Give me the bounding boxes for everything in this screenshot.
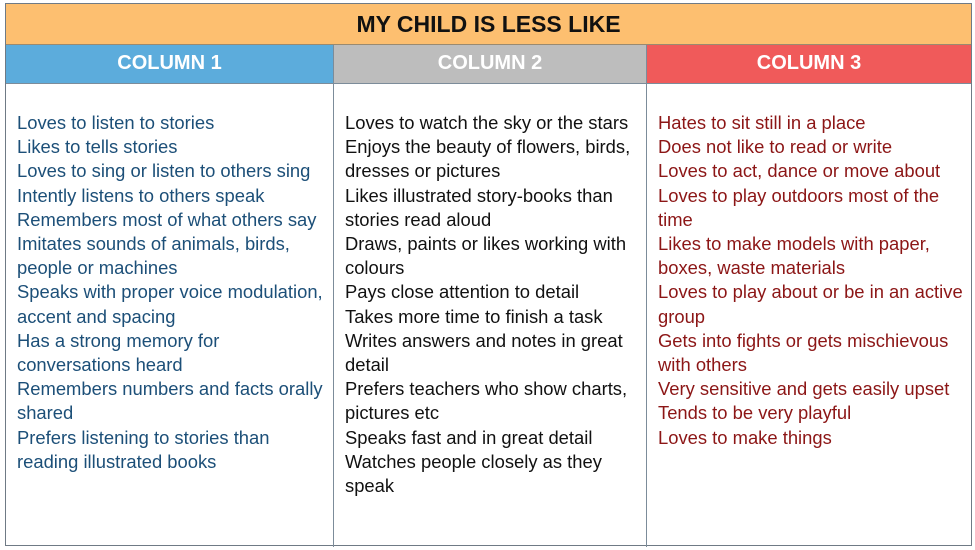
list-item: Enjoys the beauty of flowers, birds, dre… [345,136,631,182]
table-title: MY CHILD IS LESS LIKE [6,4,971,45]
list-item: Intently listens to others speak [17,184,265,206]
list-item: Imitates sounds of animals, birds, peopl… [17,233,290,279]
list-item: Pays close attention to detail [345,281,580,303]
list-item: Speaks fast and in great detail [345,426,593,448]
list-item: Draws, paints or likes working with colo… [345,233,627,279]
list-item: Remembers numbers and facts orally share… [17,378,323,424]
table-body: Loves to listen to stories Likes to tells… [6,83,971,547]
column-2-header: COLUMN 2 [334,45,647,83]
list-item: Loves to listen to stories [17,112,215,133]
list-item: Loves to act, dance or move about [658,160,941,182]
list-item: Hates to sit still in a place [658,112,866,133]
list-item: Watches people closely as they speak [345,450,602,497]
list-item: Very sensitive and gets easily upset [658,378,950,400]
list-item: Prefers teachers who show charts, pictur… [345,378,628,424]
column-1-header: COLUMN 1 [6,45,334,83]
list-item: Loves to sing or listen to others sing [17,160,311,182]
list-item: Loves to watch the sky or the stars [345,112,629,133]
list-item: Loves to play outdoors most of the time [658,184,940,230]
comparison-table: MY CHILD IS LESS LIKE COLUMN 1 COLUMN 2 … [5,3,972,547]
list-item: Speaks with proper voice modulation, acc… [17,281,323,327]
column-3-header: COLUMN 3 [647,45,971,83]
column-3-list: Hates to sit still in a place Does not li… [647,84,971,547]
list-item: Prefers listening to stories than readin… [17,426,270,472]
list-item: Likes illustrated story-books than stori… [345,184,613,230]
list-item: Does not like to read or write [658,136,893,158]
list-item: Loves to play about or be in an active g… [658,281,963,327]
column-headers: COLUMN 1 COLUMN 2 COLUMN 3 [6,45,971,83]
list-item: Tends to be very playful [658,402,852,424]
column-2-list: Loves to watch the sky or the stars Enjoy… [334,84,647,547]
list-item: Likes to tells stories [17,136,178,158]
list-item: Remembers most of what others say [17,208,317,230]
list-item: Writes answers and notes in great detail [345,329,623,376]
list-item: Likes to make models with paper, boxes, … [658,233,930,279]
list-item: Loves to make things [658,426,832,448]
column-1-list: Loves to listen to stories Likes to tells… [6,84,334,547]
list-item: Has a strong memory for conversations he… [17,329,220,376]
list-item: Gets into fights or gets mischievous wit… [658,329,949,376]
list-item: Takes more time to finish a task [345,305,603,327]
